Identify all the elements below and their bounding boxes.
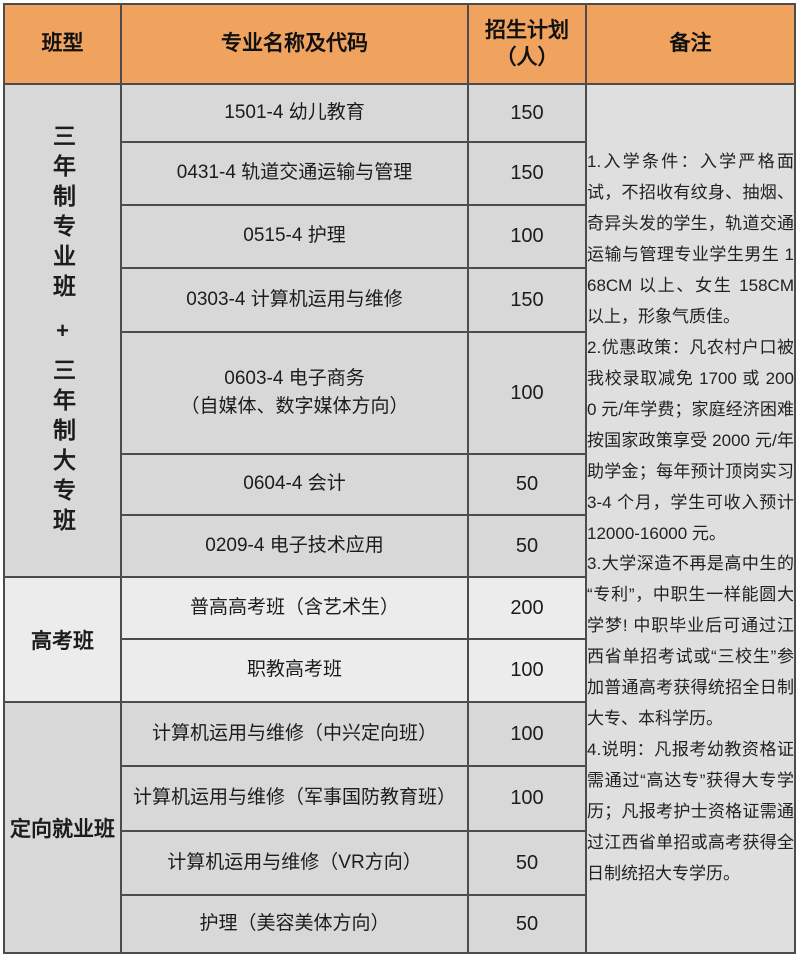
- enrollment-table: 班型 专业名称及代码 招生计划 （人） 备注 三年制专业班 + 三年制大专班 1…: [3, 3, 796, 954]
- major-name-line2: （自媒体、数字媒体方向）: [180, 396, 409, 417]
- plan-cell: 100: [467, 765, 587, 832]
- major-cell: 0603-4 电子商务 （自媒体、数字媒体方向）: [120, 331, 469, 455]
- header-plan-line2: （人）: [495, 46, 559, 69]
- header-class-type: 班型: [3, 3, 122, 85]
- header-major: 专业名称及代码: [120, 3, 469, 85]
- class-type-gaokao: 高考班: [3, 576, 122, 703]
- class-type-three-year: 三年制专业班 + 三年制大专班: [3, 83, 122, 578]
- header-notes: 备注: [585, 3, 796, 85]
- table-row: 0604-4 会计 50: [4, 453, 795, 516]
- plan-cell: 100: [467, 331, 587, 455]
- plan-cell: 50: [467, 514, 587, 578]
- major-cell: 0604-4 会计: [120, 453, 469, 516]
- plan-cell: 200: [467, 576, 587, 640]
- header-row: 班型 专业名称及代码 招生计划 （人） 备注: [3, 3, 796, 85]
- table-row: 计算机运用与维修（军事国防教育班） 100: [4, 765, 795, 832]
- plan-cell: 100: [467, 204, 587, 269]
- plan-cell: 50: [467, 894, 587, 954]
- header-plan: 招生计划 （人）: [467, 3, 587, 85]
- table-row: 0603-4 电子商务 （自媒体、数字媒体方向） 100: [4, 331, 795, 455]
- major-name-line1: 0603-4 电子商务: [224, 367, 365, 389]
- class-type-label-bottom: 三年制大专班: [49, 357, 76, 538]
- plan-cell: 150: [467, 141, 587, 206]
- plan-cell: 50: [467, 453, 587, 516]
- table-row: 定向就业班 计算机运用与维修（中兴定向班） 100: [3, 701, 795, 954]
- major-cell: 1501-4 幼儿教育: [120, 83, 469, 143]
- plan-cell: 150: [467, 83, 587, 143]
- major-cell: 计算机运用与维修（中兴定向班）: [120, 701, 469, 767]
- table-row: 计算机运用与维修（VR方向） 50: [4, 830, 795, 896]
- major-cell: 职教高考班: [120, 638, 469, 703]
- plan-cell: 150: [467, 267, 587, 333]
- major-cell: 0303-4 计算机运用与维修: [120, 267, 469, 333]
- note-paragraph-4: 4.说明：凡报考幼教资格证需通过“高达专”获得大专学历；凡报考护士资格证需通过江…: [587, 740, 794, 883]
- major-cell: 0431-4 轨道交通运输与管理: [120, 141, 469, 206]
- table-row: 0303-4 计算机运用与维修 150: [4, 267, 795, 333]
- table-row: 职教高考班 100: [4, 638, 795, 703]
- table-row: 0209-4 电子技术应用 50: [4, 514, 795, 578]
- major-cell: 0515-4 护理: [120, 204, 469, 269]
- table-row: 护理（美容美体方向） 50: [4, 894, 795, 954]
- note-paragraph-1: 1.入学条件：入学严格面试，不招收有纹身、抽烟、奇异头发的学生，轨道交通运输与管…: [587, 152, 794, 326]
- major-cell: 0209-4 电子技术应用: [120, 514, 469, 578]
- note-paragraph-2: 2.优惠政策：凡农村户口被我校录取减免 1700 或 2000 元/年学费；家庭…: [587, 337, 794, 543]
- table-row: 高考班 普高高考班（含艺术生） 200: [3, 576, 795, 703]
- class-type-label-top: 三年制专业班: [49, 123, 76, 304]
- header-plan-line1: 招生计划: [485, 18, 569, 42]
- table-row: 0431-4 轨道交通运输与管理 150: [4, 141, 795, 206]
- major-cell: 计算机运用与维修（军事国防教育班）: [120, 765, 469, 832]
- table-row: 0515-4 护理 100: [4, 204, 795, 269]
- table-row: 三年制专业班 + 三年制大专班 1501-4 幼儿教育 150 1.入学条件：入…: [3, 83, 796, 954]
- plan-cell: 100: [467, 638, 587, 703]
- plus-sign: +: [56, 317, 69, 343]
- major-cell: 护理（美容美体方向）: [120, 894, 469, 954]
- major-cell: 普高高考班（含艺术生）: [120, 576, 469, 640]
- note-paragraph-3: 3.大学深造不再是高中生的“专利”，中职生一样能圆大学梦! 中职毕业后可通过江西…: [587, 554, 794, 729]
- major-cell: 计算机运用与维修（VR方向）: [120, 830, 469, 896]
- class-type-directed-employment: 定向就业班: [3, 701, 122, 954]
- plan-cell: 100: [467, 701, 587, 767]
- vertical-label: 三年制专业班 + 三年制大专班: [6, 86, 119, 575]
- plan-cell: 50: [467, 830, 587, 896]
- notes-cell: 1.入学条件：入学严格面试，不招收有纹身、抽烟、奇异头发的学生，轨道交通运输与管…: [585, 83, 796, 954]
